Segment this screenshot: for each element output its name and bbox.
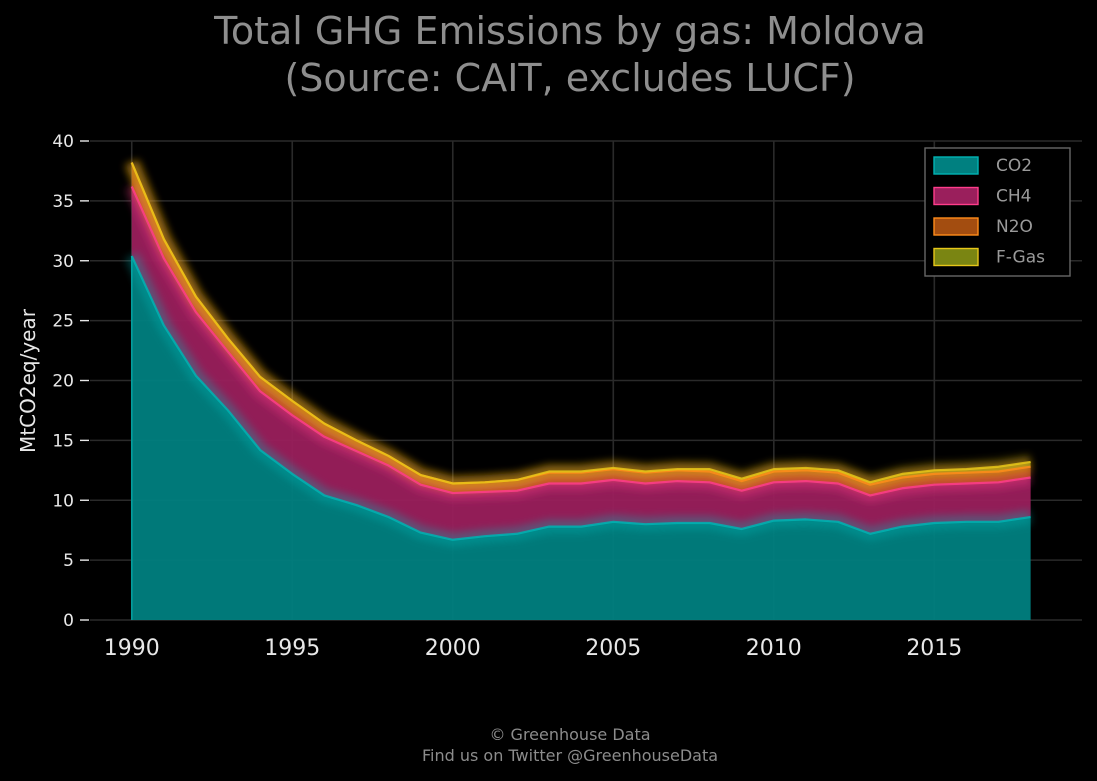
ytick-label-40: 40 <box>52 132 74 152</box>
legend-swatch-n2o <box>933 217 979 236</box>
axis-layer: 0 5 10 15 20 25 30 35 40 1990 1995 2000 2005 2010 2015 <box>52 132 962 661</box>
area-co2 <box>131 255 1031 620</box>
ytick-label-15: 15 <box>52 431 74 451</box>
ytick-label-30: 30 <box>52 252 74 272</box>
legend-swatch-ch4 <box>933 186 979 206</box>
xtick-label-2010: 2010 <box>746 636 802 661</box>
xtick-label-2000: 2000 <box>425 636 481 661</box>
legend-label-f-gas: F-Gas <box>996 248 1045 268</box>
legend-swatch-f-gas <box>933 247 979 267</box>
legend-label-co2: CO2 <box>996 156 1032 176</box>
y-axis-label: MtCO2eq/year <box>16 308 40 453</box>
xtick-label-2015: 2015 <box>906 636 962 661</box>
xtick-label-1995: 1995 <box>264 636 320 661</box>
legend-label-n2o: N2O <box>996 217 1033 237</box>
legend-label-ch4: CH4 <box>996 187 1031 207</box>
credit: © Greenhouse Data Find us on Twitter @Gr… <box>0 724 1097 766</box>
chart-title-line2: (Source: CAIT, excludes LUCF) <box>284 56 856 100</box>
ytick-label-5: 5 <box>63 551 74 571</box>
legend-swatch-co2 <box>933 156 979 175</box>
chart-title-line1: Total GHG Emissions by gas: Moldova <box>214 9 926 53</box>
ytick-label-25: 25 <box>52 312 74 332</box>
xtick-label-1990: 1990 <box>104 636 160 661</box>
ytick-label-0: 0 <box>63 611 74 631</box>
ytick-label-35: 35 <box>52 192 74 212</box>
line-f-gas <box>130 162 1031 485</box>
line-layer <box>130 162 1031 620</box>
credit-line2: Find us on Twitter @GreenhouseData <box>421 746 719 765</box>
legend: CO2 CH4 N2O F-Gas <box>924 147 1071 277</box>
ytick-label-10: 10 <box>52 491 74 511</box>
xtick-label-2005: 2005 <box>585 636 641 661</box>
line-ch4 <box>130 186 1031 497</box>
ytick-label-20: 20 <box>52 372 74 392</box>
credit-line1: © Greenhouse Data <box>489 725 651 744</box>
line-co2 <box>130 255 1031 541</box>
chart-title: Total GHG Emissions by gas: Moldova (Sou… <box>0 8 1097 102</box>
